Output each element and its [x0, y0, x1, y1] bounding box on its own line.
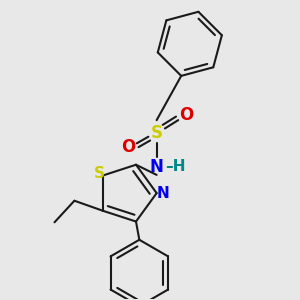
Text: N: N	[150, 158, 164, 175]
Text: N: N	[156, 186, 169, 201]
Text: S: S	[151, 124, 163, 142]
Text: O: O	[179, 106, 194, 124]
Text: S: S	[94, 167, 105, 182]
Text: –H: –H	[165, 159, 185, 174]
Text: O: O	[121, 138, 136, 156]
